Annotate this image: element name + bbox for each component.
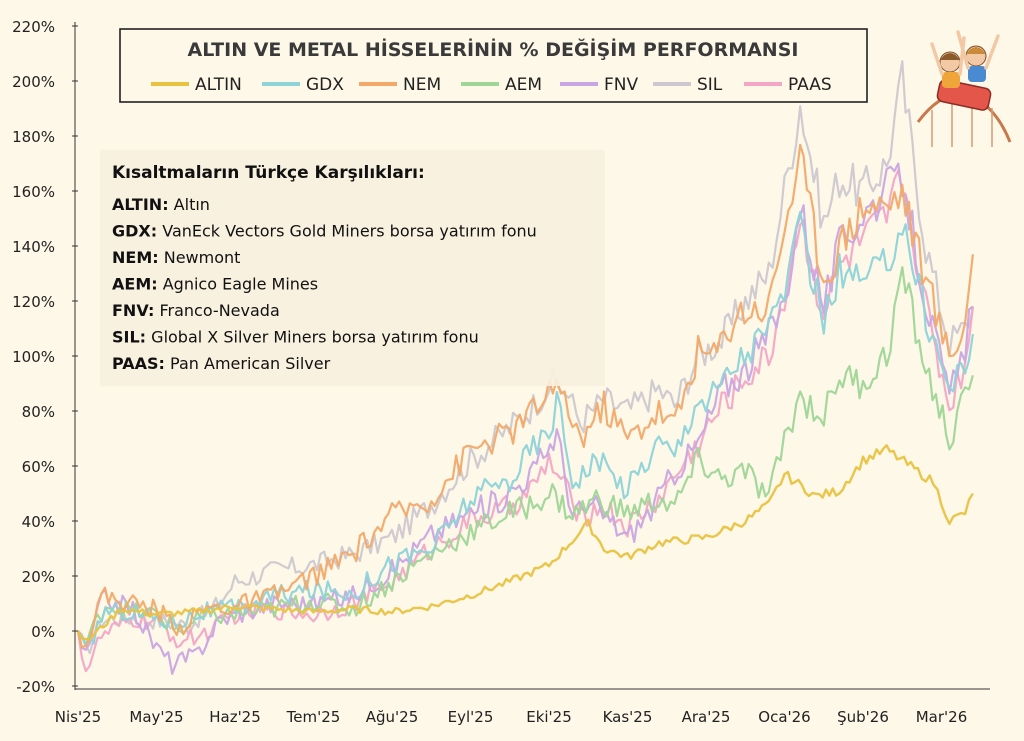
series-lines xyxy=(76,60,974,675)
legend-label-aem: AEM xyxy=(505,75,542,95)
abbreviation-code: NEM: xyxy=(112,248,159,267)
abbreviation-code: SIL: xyxy=(112,328,146,347)
series-line-sil xyxy=(77,60,974,655)
abbreviation-code: GDX: xyxy=(112,222,157,241)
y-tick-label: 80% xyxy=(22,403,55,421)
abbreviation-item: AEM: Agnico Eagle Mines xyxy=(112,275,318,294)
legend-label-gdx: GDX xyxy=(306,75,344,95)
legend-frame xyxy=(119,28,868,103)
x-tick-label: Haz'25 xyxy=(209,708,261,726)
y-tick-label: 60% xyxy=(22,458,55,476)
series-line-paas xyxy=(76,169,974,673)
x-tick-label: Kas'25 xyxy=(603,708,653,726)
x-tick-label: Ara'25 xyxy=(682,708,731,726)
legend-label-nem: NEM xyxy=(403,75,441,95)
legend-items: ALTIN GDX NEM AEM FNV SIL PAAS xyxy=(151,75,832,95)
abbreviation-item: PAAS: Pan American Silver xyxy=(112,354,331,373)
abbreviation-meaning: Pan American Silver xyxy=(165,354,331,373)
abbreviation-item: GDX: VanEck Vectors Gold Miners borsa ya… xyxy=(112,222,537,241)
x-tick-label: Tem'25 xyxy=(286,708,341,726)
abbreviation-code: PAAS: xyxy=(112,354,165,373)
y-tick-label: 100% xyxy=(12,348,55,366)
y-tick-label: 200% xyxy=(12,73,55,91)
x-tick-label: Eyl'25 xyxy=(448,708,494,726)
series-line-altin xyxy=(76,444,974,641)
x-tick-label: Oca'26 xyxy=(758,708,810,726)
abbreviation-heading: Kısaltmaların Türkçe Karşılıkları: xyxy=(112,163,425,183)
y-tick-label: 160% xyxy=(12,183,55,201)
legend-label-altin: ALTIN xyxy=(195,75,242,95)
y-tick-label: 140% xyxy=(12,238,55,256)
series-line-gdx xyxy=(77,210,974,646)
x-tick-label: Şub'26 xyxy=(837,708,889,726)
x-tick-label: May'25 xyxy=(129,708,183,726)
abbreviation-meaning: Franco-Nevada xyxy=(154,301,279,320)
y-tick-label: 180% xyxy=(12,128,55,146)
y-tick-label: 40% xyxy=(22,513,55,531)
rider-hair-2 xyxy=(966,47,986,54)
abbreviation-meaning: Newmont xyxy=(159,248,241,267)
abbreviation-meaning: VanEck Vectors Gold Miners borsa yatırım… xyxy=(157,222,537,241)
legend-label-fnv: FNV xyxy=(604,75,638,95)
abbreviation-item: FNV: Franco-Nevada xyxy=(112,301,280,320)
x-tick-labels: Nis'25 May'25 Haz'25 Tem'25 Ağu'25 Eyl'25 Eki'… xyxy=(55,708,967,726)
rider-body-1 xyxy=(942,72,960,88)
series-line-fnv xyxy=(76,162,974,675)
abbreviation-item: SIL: Global X Silver Miners borsa yatırı… xyxy=(112,328,479,347)
rider-body-2 xyxy=(968,66,986,82)
abbreviation-meaning: Agnico Eagle Mines xyxy=(158,275,318,294)
rider-arms xyxy=(930,30,1000,76)
abbreviation-items: ALTIN: Altın GDX: VanEck Vectors Gold Min… xyxy=(112,195,537,373)
legend-box: ALTIN VE METAL HİSSELERİNİN % DEĞİŞİM PE… xyxy=(119,28,868,103)
abbreviation-code: ALTIN: xyxy=(112,195,169,214)
abbreviation-panel xyxy=(100,150,605,386)
coaster-track-supports xyxy=(931,94,993,147)
y-tick-label: 20% xyxy=(22,568,55,586)
x-tick-label: Ağu'25 xyxy=(366,708,419,726)
chart-title: ALTIN VE METAL HİSSELERİNİN % DEĞİŞİM PE… xyxy=(188,37,799,61)
x-tick-label: Mar'26 xyxy=(916,708,968,726)
abbreviation-meaning: Global X Silver Miners borsa yatırım fon… xyxy=(146,328,479,347)
abbreviation-item: ALTIN: Altın xyxy=(112,195,210,214)
y-tick-label: 220% xyxy=(12,18,55,36)
roller-coaster-illustration xyxy=(916,30,1012,147)
abbreviation-box: Kısaltmaların Türkçe Karşılıkları: ALTIN… xyxy=(100,150,605,386)
abbreviation-item: NEM: Newmont xyxy=(112,248,240,267)
x-tick-label: Eki'25 xyxy=(526,708,572,726)
abbreviation-meaning: Altın xyxy=(169,195,210,214)
legend-label-paas: PAAS xyxy=(788,75,832,95)
y-tick-label: 120% xyxy=(12,293,55,311)
abbreviation-code: FNV: xyxy=(112,301,154,320)
abbreviation-code: AEM: xyxy=(112,275,158,294)
rider-hair-1 xyxy=(940,53,960,60)
y-tick-label: 0% xyxy=(31,623,55,641)
legend-label-sil: SIL xyxy=(697,75,723,95)
y-tick-label: -20% xyxy=(16,678,55,696)
y-tick-labels: -20% 0% 20% 40% 60% 80% 100% 120% 140% 160% 180% 20… xyxy=(12,18,78,696)
x-tick-label: Nis'25 xyxy=(55,708,101,726)
series-line-nem xyxy=(76,143,974,649)
